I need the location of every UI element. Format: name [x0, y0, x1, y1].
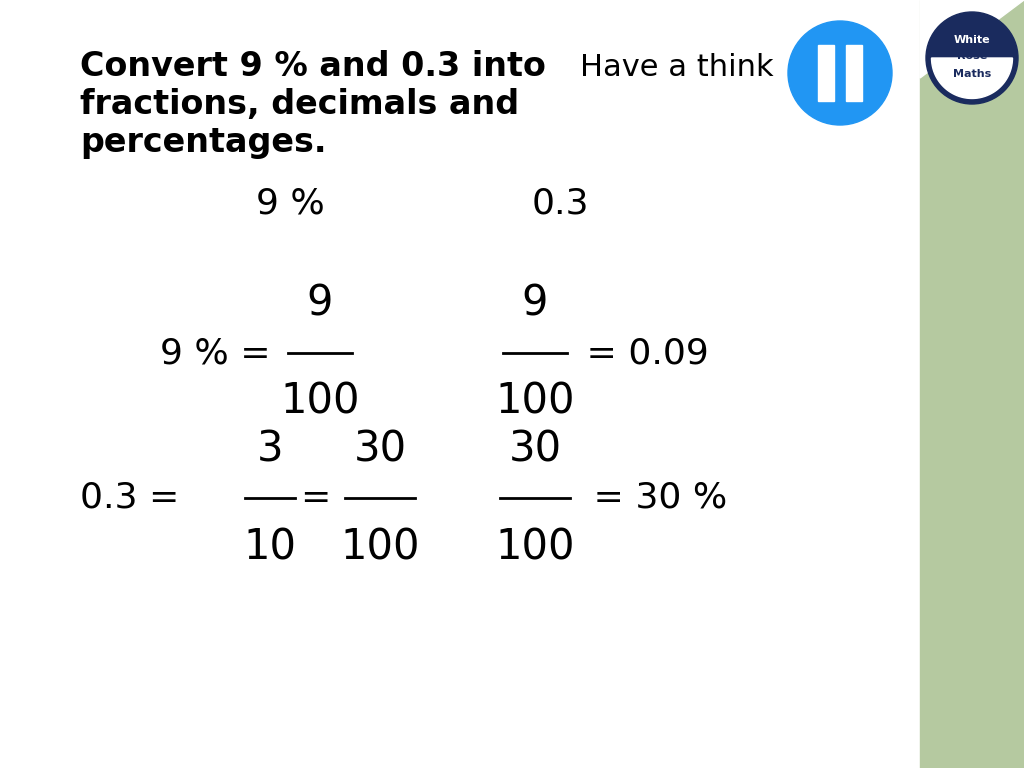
- Text: 9: 9: [522, 283, 548, 325]
- Text: percentages.: percentages.: [80, 126, 327, 159]
- Text: Rose: Rose: [956, 51, 987, 61]
- Circle shape: [788, 21, 892, 125]
- Text: 9 % =: 9 % =: [160, 336, 283, 370]
- Text: = 30 %: = 30 %: [582, 481, 727, 515]
- Text: 100: 100: [281, 381, 359, 423]
- Text: 3: 3: [257, 428, 284, 470]
- Text: 0.3 =: 0.3 =: [80, 481, 190, 515]
- Text: = 0.09: = 0.09: [575, 336, 709, 370]
- Text: Maths: Maths: [953, 69, 991, 79]
- Text: 9: 9: [307, 283, 333, 325]
- Text: fractions, decimals and: fractions, decimals and: [80, 88, 519, 121]
- Bar: [818, 45, 834, 101]
- Text: =: =: [300, 481, 330, 515]
- Text: 100: 100: [340, 526, 420, 568]
- Polygon shape: [920, 0, 1024, 78]
- Text: 100: 100: [496, 526, 574, 568]
- Text: 9 %: 9 %: [256, 186, 325, 220]
- Text: Have a think: Have a think: [580, 54, 773, 82]
- Bar: [920, 0, 1024, 768]
- Text: Convert 9 % and 0.3 into: Convert 9 % and 0.3 into: [80, 50, 546, 83]
- Polygon shape: [932, 58, 1013, 98]
- Text: White: White: [953, 35, 990, 45]
- Circle shape: [926, 12, 1018, 104]
- Text: 30: 30: [353, 428, 407, 470]
- Text: 0.3: 0.3: [531, 186, 589, 220]
- Bar: [846, 45, 862, 101]
- Text: 100: 100: [496, 381, 574, 423]
- Text: 10: 10: [244, 526, 297, 568]
- Text: 30: 30: [509, 428, 561, 470]
